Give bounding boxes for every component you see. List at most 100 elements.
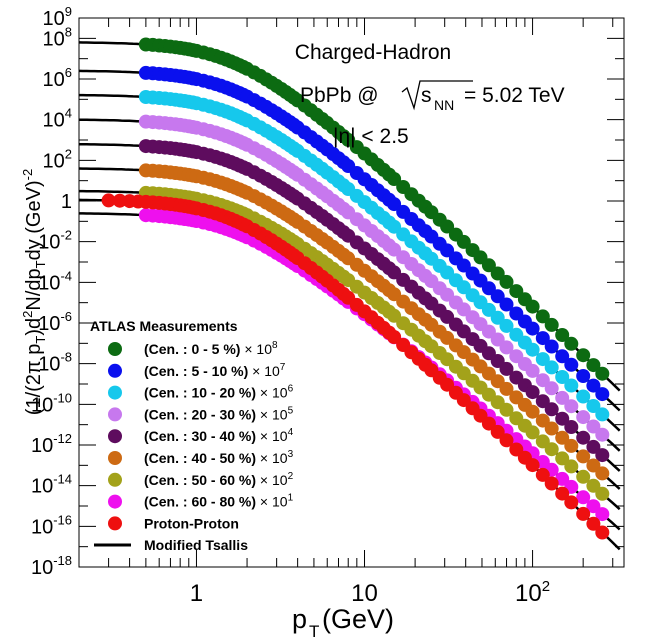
data-point-6-60 (499, 402, 514, 417)
data-point-5-66 (555, 430, 570, 445)
data-point-8-73 (586, 516, 601, 531)
y-tick-label-0: 109 (43, 4, 72, 30)
legend-fit-label: Modified Tsallis (144, 537, 248, 553)
data-point-4-67 (564, 420, 579, 434)
data-point-1-68 (576, 369, 591, 383)
annotation-charged-hadron: Charged-Hadron (295, 41, 451, 64)
data-point-2-67 (564, 378, 579, 393)
legend-label-7: (Cen. : 60 - 80 %) × 101 (144, 493, 294, 510)
data-point-2-63 (525, 342, 540, 357)
data-point-5-60 (499, 381, 514, 396)
y-tick-label-8: 10-6 (38, 309, 72, 335)
x-tick-label-2: 102 (515, 578, 550, 607)
data-point-7-70 (595, 507, 610, 522)
data-point-0-58 (481, 258, 496, 273)
data-point-0-69 (586, 358, 601, 373)
data-point-8-50 (387, 330, 402, 344)
data-point-5-63 (525, 404, 540, 419)
data-point-0-63 (525, 299, 540, 314)
data-point-8-59 (456, 393, 471, 408)
data-point-5-70 (595, 466, 610, 481)
y-tick-label-6: 10-2 (38, 228, 72, 254)
data-point-1-69 (586, 378, 601, 393)
y-label-text: (1/(2π pT)d2N/dpTdy (GeV)-2 (20, 169, 48, 415)
data-point-2-69 (586, 399, 601, 413)
data-point-1-60 (499, 297, 514, 312)
data-point-8-1 (122, 194, 137, 209)
data-point-2-46 (387, 219, 402, 234)
data-point-4-60 (499, 361, 514, 376)
legend-entries: (Cen. : 0 - 5 %) × 108 (Cen. : 5 - 10 %) … (108, 340, 294, 531)
data-point-8-57 (440, 377, 455, 392)
legend-label-4: (Cen. : 30 - 40 %) × 104 (144, 427, 294, 444)
data-point-1-63 (525, 321, 540, 336)
data-point-8-70 (555, 486, 570, 501)
y-tick-label-1: 108 (43, 24, 72, 50)
legend-marker-5 (108, 451, 122, 465)
legend-marker-2 (108, 385, 122, 400)
data-point-8-72 (576, 506, 591, 521)
legend-marker-0 (108, 342, 122, 356)
data-point-1-66 (555, 349, 570, 364)
data-point-3-68 (576, 410, 591, 425)
data-point-3-60 (499, 340, 514, 355)
data-point-1-67 (564, 357, 579, 372)
data-point-3-67 (564, 399, 579, 414)
data-point-8-64 (499, 433, 514, 448)
data-point-8-69 (544, 476, 559, 491)
legend-marker-7 (108, 494, 122, 509)
data-point-1-46 (387, 197, 402, 212)
data-point-0-59 (490, 266, 505, 281)
data-point-8-71 (564, 495, 579, 510)
y-tick-label-11: 10-12 (31, 431, 72, 457)
data-point-3-70 (595, 427, 610, 442)
y-tick-label-2: 106 (43, 65, 72, 91)
annotation-eta: |η| < 2.5 (333, 125, 409, 148)
x-axis-label: p T (GeV) (292, 604, 394, 641)
data-point-3-66 (555, 390, 570, 405)
x-label-p: p (292, 604, 307, 634)
data-point-3-69 (586, 419, 601, 434)
data-point-7-68 (576, 490, 591, 505)
plot-frame (78, 17, 625, 568)
data-point-5-68 (576, 449, 591, 464)
data-point-6-70 (595, 486, 610, 501)
sqrt-symbol (401, 80, 473, 111)
data-point-6-67 (564, 459, 579, 474)
y-tick-label-14: 10-18 (31, 553, 72, 579)
y-tick-label-5: 1 (61, 191, 72, 213)
data-point-0-66 (555, 328, 570, 342)
x-label-unit: (GeV) (322, 604, 394, 634)
data-point-6-65 (544, 442, 559, 457)
data-point-1-59 (490, 289, 505, 304)
data-point-3-63 (525, 363, 540, 378)
data-point-6-66 (555, 451, 570, 466)
y-tick-label-10: 10-10 (31, 390, 72, 416)
data-point-1-65 (544, 339, 559, 354)
data-point-0-46 (387, 172, 402, 186)
data-point-4-68 (576, 430, 591, 445)
data-point-5-67 (564, 438, 579, 453)
legend-marker-3 (108, 407, 122, 422)
y-tick-label-12: 10-14 (31, 472, 72, 498)
legend-marker-4 (108, 429, 122, 444)
data-point-8-63 (490, 424, 505, 439)
data-point-0-68 (576, 348, 591, 363)
y-tick-label-7: 10-4 (38, 268, 72, 294)
data-point-8-68 (535, 467, 550, 482)
data-point-2-59 (490, 310, 505, 325)
data-point-4-69 (586, 439, 601, 454)
legend-marker-1 (108, 363, 122, 378)
data-point-2-65 (544, 360, 559, 375)
y-tick-label-3: 104 (43, 106, 72, 132)
data-point-0-65 (544, 317, 559, 332)
data-point-4-66 (555, 411, 570, 426)
data-point-2-66 (555, 370, 570, 384)
y-tick-label-13: 10-16 (31, 512, 72, 538)
legend-label-5: (Cen. : 40 - 50 %) × 103 (144, 449, 294, 466)
x-tick-label-1: 10 (351, 580, 378, 607)
legend-marker-6 (108, 472, 122, 487)
data-point-0-60 (499, 274, 514, 289)
data-point-7-66 (555, 471, 570, 486)
